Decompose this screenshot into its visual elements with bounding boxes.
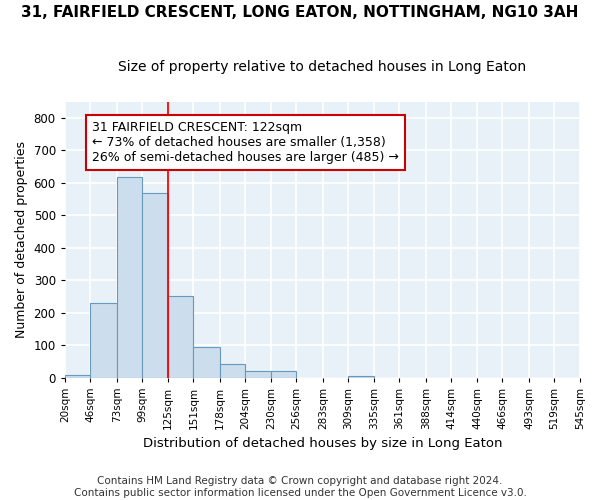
X-axis label: Distribution of detached houses by size in Long Eaton: Distribution of detached houses by size … [143, 437, 502, 450]
Bar [117, 177, 142, 378]
Bar [91, 304, 117, 378]
Text: Contains HM Land Registry data © Crown copyright and database right 2024.
Contai: Contains HM Land Registry data © Crown c… [74, 476, 526, 498]
Bar [245, 371, 271, 378]
Bar [349, 376, 374, 378]
Bar [65, 375, 91, 378]
Text: 31 FAIRFIELD CRESCENT: 122sqm
← 73% of detached houses are smaller (1,358)
26% o: 31 FAIRFIELD CRESCENT: 122sqm ← 73% of d… [92, 121, 399, 164]
Bar [220, 364, 245, 378]
Bar [271, 371, 296, 378]
Bar [142, 194, 168, 378]
Bar [193, 346, 220, 378]
Title: Size of property relative to detached houses in Long Eaton: Size of property relative to detached ho… [118, 60, 526, 74]
Bar [168, 296, 193, 378]
Text: 31, FAIRFIELD CRESCENT, LONG EATON, NOTTINGHAM, NG10 3AH: 31, FAIRFIELD CRESCENT, LONG EATON, NOTT… [22, 5, 578, 20]
Y-axis label: Number of detached properties: Number of detached properties [15, 141, 28, 338]
